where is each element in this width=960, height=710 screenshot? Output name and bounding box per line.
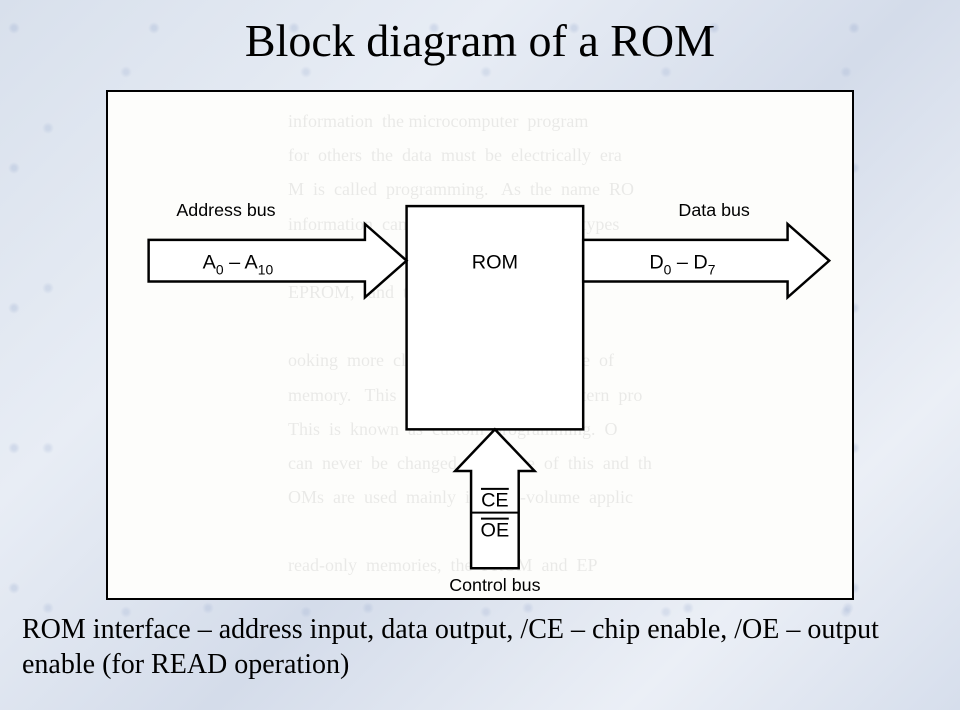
caption-text: ROM interface – address input, data outp…	[22, 612, 938, 682]
address-bus-caption: Address bus	[176, 200, 275, 220]
ce-signal-label: CE	[481, 490, 509, 512]
diagram-frame: information the microcomputer program fo…	[106, 90, 854, 600]
rom-block-label: ROM	[472, 252, 518, 274]
rom-block	[407, 206, 584, 429]
control-bus-caption: Control bus	[449, 575, 540, 595]
data-bus-arrow: Data bus D0 – D7	[583, 200, 829, 297]
page-title: Block diagram of a ROM	[0, 14, 960, 67]
rom-block-diagram: ROM Address bus A0 – A10 Data bus D0 – D…	[108, 92, 852, 598]
oe-signal-label: OE	[481, 519, 510, 541]
data-bus-caption: Data bus	[678, 200, 749, 220]
address-bus-arrow: Address bus A0 – A10	[149, 200, 407, 297]
control-bus-arrow: Control bus CE OE	[449, 429, 540, 595]
